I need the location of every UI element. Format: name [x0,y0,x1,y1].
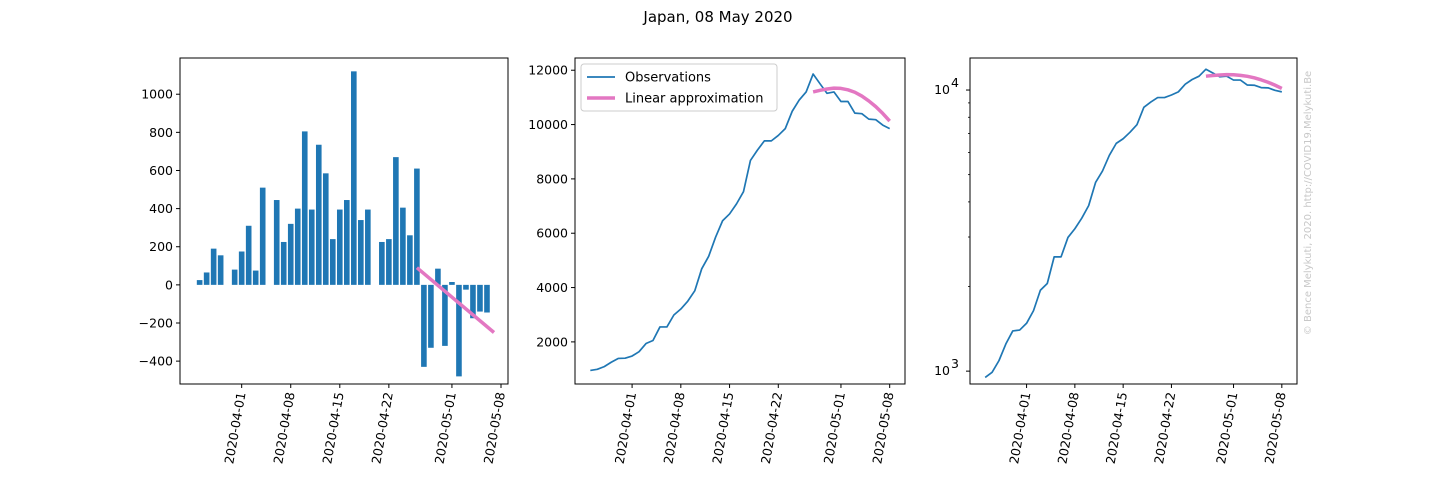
y-tick-label: −200 [139,315,173,330]
observations-line [590,73,891,372]
y-tick-label: 12000 [528,63,568,78]
x-tick-label: 2020-04-15 [1103,391,1130,465]
linear-approximation-line [1205,72,1283,91]
x-tick-label: 2020-05-08 [1261,391,1288,465]
y-tick-exponent: 4 [951,75,959,90]
daily-change-bar-chart: 1000 800 600 400 200 0 −200 −400 2020-04-01 2020-… [139,57,509,465]
bar [484,284,490,313]
y-tick-label: 800 [149,125,173,140]
bar [421,284,427,367]
y-tick-label: 600 [149,163,173,178]
bar [287,223,294,285]
x-tick-label: 2020-04-15 [709,391,736,465]
y-tick-label: 0 [165,277,173,292]
x-tick-label: 2020-04-22 [1151,391,1178,465]
linear-approximation-line [812,86,891,123]
linear-approximation-line [415,266,496,334]
x-tick-label: 2020-04-01 [221,391,248,465]
x-tick-label: 2020-04-08 [1054,391,1081,465]
bar [336,209,343,285]
legend-box [580,63,778,112]
x-tick-label: 2020-04-08 [270,391,297,465]
watermark: © Bence Melykuti, 2020. http://COVID19.M… [1303,71,1314,335]
bar [463,284,469,290]
bar [252,270,259,285]
bar [322,173,329,285]
bar [428,284,434,348]
legend-label: Observations [625,71,711,86]
x-tick-label: 2020-04-22 [368,391,395,465]
bar [203,272,210,285]
bar [456,284,462,377]
bar [217,255,224,285]
bar [308,209,315,285]
bar [414,168,420,285]
x-tick-label: 2020-05-01 [431,391,458,465]
x-tick-label: 2020-04-22 [758,391,785,465]
axes-frame [969,57,1298,385]
bar [379,241,385,285]
x-tick-label: 2020-05-08 [481,391,508,465]
y-tick-label: −400 [139,354,173,369]
y-tick-label: 10000 [528,117,568,132]
bar [449,282,455,285]
bar [393,157,399,285]
axes-frame [179,57,509,385]
x-tick-label: 2020-04-15 [319,391,346,465]
bar [315,144,322,285]
bar [442,284,448,346]
bar [407,235,413,285]
x-tick-label: 2020-04-08 [660,391,687,465]
bar [196,280,203,285]
figure-title: Japan, 08 May 2020 [642,8,792,26]
x-tick-label: 2020-05-01 [821,391,848,465]
bar [477,284,483,312]
bar [329,239,336,285]
bar [351,71,357,285]
y-tick-label: 6000 [536,226,568,241]
y-tick-label: 8000 [536,171,568,186]
x-tick-label: 2020-05-01 [1213,391,1240,465]
bar [365,209,371,285]
y-tick-label: 400 [149,201,173,216]
y-tick-label: 10 [934,82,950,97]
bar [294,208,301,285]
y-tick-label: 1000 [141,87,173,102]
bar [259,187,266,285]
legend-label: Linear approximation [625,92,763,107]
x-tick-label: 2020-05-08 [869,391,896,465]
observations-line [984,68,1283,379]
cumulative-line-chart: 12000 10000 8000 6000 4000 2000 2020-04-01 2020… [528,57,906,465]
bar [301,131,308,285]
bar [238,251,245,285]
bar [344,200,350,285]
y-tick-label: 2000 [536,334,568,349]
y-tick-exponent: 3 [951,356,959,371]
bar [231,269,238,285]
bar [470,284,476,319]
x-tick-label: 2020-04-01 [612,391,639,465]
axes-frame [574,57,906,385]
y-tick-label: 200 [149,239,173,254]
bar [273,200,280,285]
bar [358,220,364,285]
bar [400,207,406,285]
x-tick-label: 2020-04-01 [1006,391,1033,465]
bar [210,248,217,285]
y-tick-label: 4000 [536,280,568,295]
bar [280,241,287,285]
bar [386,239,392,285]
bar [435,268,441,285]
y-tick-label: 10 [934,363,950,378]
bar [245,225,252,285]
